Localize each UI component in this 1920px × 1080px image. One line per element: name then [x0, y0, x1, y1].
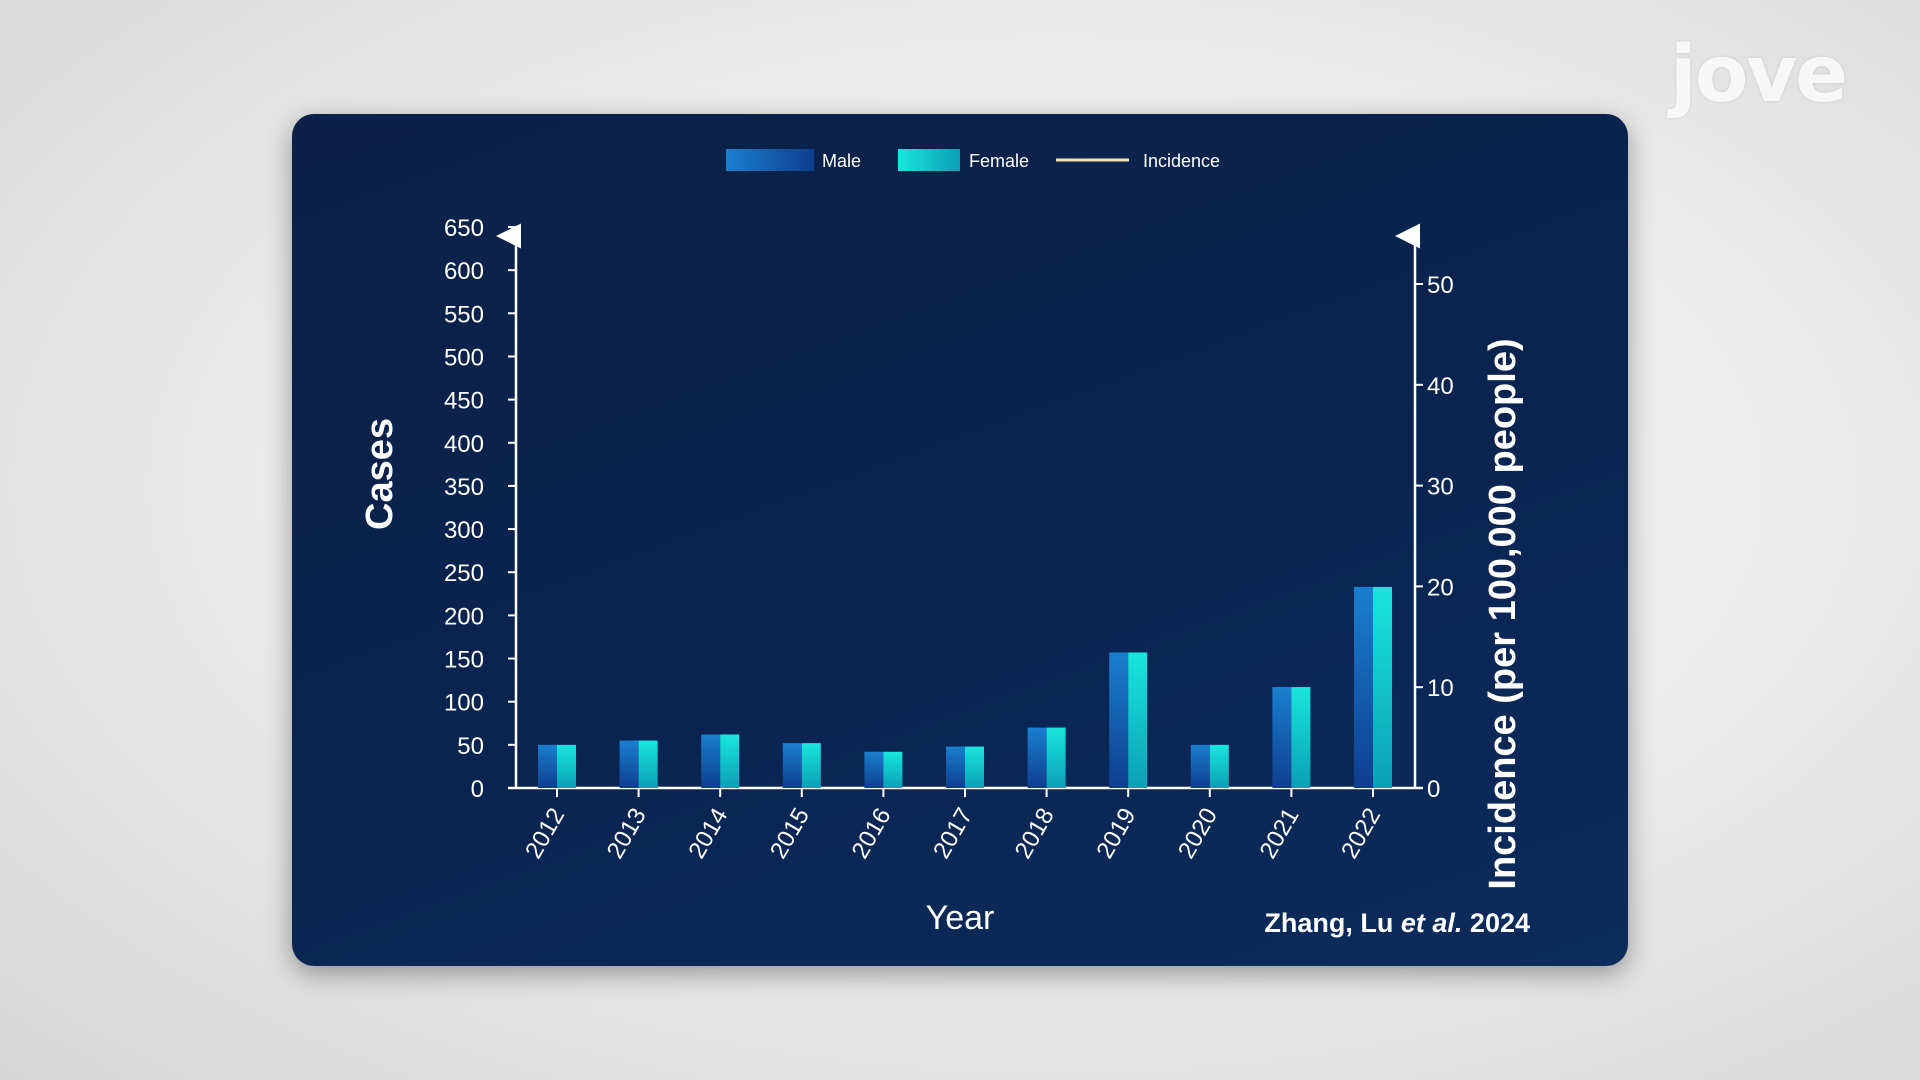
bar-female-2022 — [1373, 586, 1392, 788]
bar-male-2014 — [701, 734, 721, 788]
legend-label-female: Female — [969, 151, 1029, 171]
legend-swatch-male — [726, 149, 814, 171]
bar-female-2013 — [638, 740, 658, 788]
bar-male-2020 — [1190, 744, 1210, 788]
y-right-tick-label: 0 — [1427, 776, 1440, 803]
bar-female-2014 — [720, 734, 740, 788]
x-tick-label: 2018 — [1010, 804, 1060, 864]
y-tick-label: 400 — [444, 431, 484, 458]
x-tick-label: 2022 — [1336, 804, 1386, 864]
x-tick-label: 2013 — [602, 804, 652, 864]
legend-label-incidence: Incidence — [1143, 151, 1220, 171]
bar-female-2017 — [965, 746, 984, 788]
y-right-tick-label: 20 — [1427, 574, 1454, 601]
y-tick-label: 600 — [444, 258, 484, 285]
citation-text: Zhang, Lu et al. 2024 — [1264, 908, 1530, 938]
y-tick-label: 200 — [444, 603, 484, 630]
x-tick-label: 2019 — [1091, 804, 1141, 864]
x-tick-label: 2012 — [520, 804, 570, 864]
chart-card: 0 50 100 150 200 250 300 350 400 450 500 550 600 650 0… — [292, 114, 1628, 966]
y-right-tick-label: 10 — [1427, 675, 1454, 702]
legend-label-male: Male — [822, 151, 861, 171]
x-axis-title: Year — [926, 899, 995, 937]
bar-chart: 0 50 100 150 200 250 300 350 400 450 500 550 600 650 0… — [359, 149, 1530, 938]
x-tick-label: 2020 — [1173, 804, 1223, 864]
bar-female-2019 — [1128, 652, 1148, 788]
y-tick-label: 650 — [444, 215, 484, 242]
bar-male-2012 — [538, 744, 557, 788]
y-tick-label: 0 — [471, 776, 484, 803]
bars-group — [538, 586, 1392, 788]
y-tick-label: 250 — [444, 560, 484, 587]
y-tick-label: 100 — [444, 690, 484, 717]
y-tick-label: 50 — [457, 733, 484, 760]
x-tick-label: 2014 — [683, 804, 733, 864]
bar-male-2013 — [619, 740, 639, 788]
bar-male-2019 — [1109, 652, 1129, 788]
legend-swatch-female — [898, 149, 960, 171]
y-right-tick-label: 40 — [1427, 373, 1454, 400]
bar-male-2016 — [864, 751, 884, 788]
bar-female-2015 — [801, 743, 821, 788]
bar-female-2012 — [557, 744, 576, 788]
x-tick-label: 2015 — [765, 804, 815, 864]
y-right-axis-title: Incidence (per 100,000 people) — [1482, 338, 1524, 889]
bar-male-2021 — [1272, 687, 1292, 788]
bar-male-2015 — [782, 743, 802, 788]
y-right-tick-label: 50 — [1427, 272, 1454, 299]
bar-male-2017 — [946, 746, 965, 788]
x-tick-label: 2021 — [1255, 804, 1305, 864]
jove-watermark-logo: jove — [1670, 30, 1848, 120]
bar-female-2020 — [1209, 744, 1229, 788]
y-tick-label: 450 — [444, 388, 484, 415]
axis-labels-group: Cases Incidence (per 100,000 people) Year — [359, 338, 1524, 937]
y-tick-label: 350 — [444, 474, 484, 501]
legend: Male Female Incidence — [726, 149, 1220, 171]
bar-female-2018 — [1046, 727, 1066, 788]
x-tick-label: 2016 — [847, 804, 897, 864]
bar-male-2018 — [1027, 727, 1047, 788]
axes-group: 0 50 100 150 200 250 300 350 400 450 500 550 600 650 0… — [444, 215, 1454, 863]
y-tick-label: 550 — [444, 301, 484, 328]
bar-female-2021 — [1291, 687, 1311, 788]
y-tick-label: 500 — [444, 344, 484, 371]
y-axis-title: Cases — [359, 418, 401, 530]
y-tick-label: 150 — [444, 647, 484, 674]
bar-female-2016 — [883, 751, 903, 788]
y-tick-label: 300 — [444, 517, 484, 544]
bar-male-2022 — [1354, 586, 1373, 788]
y-right-tick-label: 30 — [1427, 474, 1454, 501]
x-tick-label: 2017 — [928, 804, 978, 864]
